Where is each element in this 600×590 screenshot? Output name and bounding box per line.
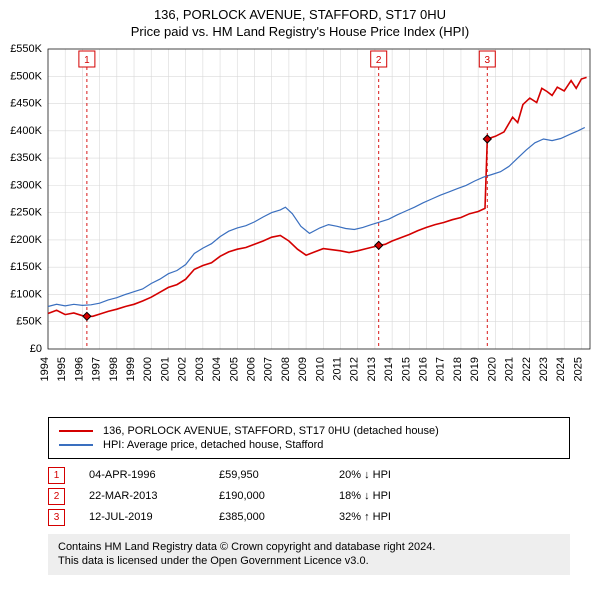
x-tick-label: 2012 bbox=[349, 357, 361, 381]
x-tick-label: 2015 bbox=[400, 357, 412, 381]
x-tick-label: 2001 bbox=[159, 357, 171, 381]
x-tick-label: 2013 bbox=[366, 357, 378, 381]
x-tick-label: 1998 bbox=[108, 357, 120, 381]
x-tick-label: 2009 bbox=[297, 357, 309, 381]
transactions-table: 1 04-APR-1996£59,95020% ↓ HPI 2 22-MAR-2013… bbox=[48, 465, 570, 528]
legend-item: HPI: Average price, detached house, Staf… bbox=[59, 438, 559, 452]
x-tick-label: 2003 bbox=[194, 357, 206, 381]
x-tick-label: 2020 bbox=[486, 357, 498, 381]
x-tick-label: 2008 bbox=[280, 357, 292, 381]
transaction-pct: 18% ↓ HPI bbox=[339, 490, 391, 502]
series-hpi bbox=[48, 127, 585, 306]
x-tick-label: 1999 bbox=[125, 357, 137, 381]
x-tick-label: 2024 bbox=[555, 357, 567, 381]
transaction-date: 12-JUL-2019 bbox=[89, 511, 219, 523]
transaction-pct: 32% ↑ HPI bbox=[339, 511, 391, 523]
legend: 136, PORLOCK AVENUE, STAFFORD, ST17 0HU … bbox=[48, 417, 570, 459]
x-tick-label: 2006 bbox=[245, 357, 257, 381]
flag-number: 1 bbox=[84, 55, 90, 66]
transaction-row: 2 22-MAR-2013£190,00018% ↓ HPI bbox=[48, 486, 570, 507]
transaction-row: 1 04-APR-1996£59,95020% ↓ HPI bbox=[48, 465, 570, 486]
series-property bbox=[48, 77, 587, 316]
footer-line: This data is licensed under the Open Gov… bbox=[58, 554, 560, 569]
x-tick-label: 2007 bbox=[263, 357, 275, 381]
transaction-flag: 3 bbox=[48, 509, 65, 526]
y-tick-label: £450K bbox=[10, 97, 42, 109]
price-chart: £0 £50K £100K £150K £200K £250K £300K £350K £400… bbox=[0, 43, 600, 413]
y-tick-label: £250K bbox=[10, 206, 42, 218]
x-tick-label: 2011 bbox=[332, 357, 344, 381]
x-tick-label: 2025 bbox=[572, 357, 584, 381]
x-tick-label: 2002 bbox=[177, 357, 189, 381]
x-tick-label: 1996 bbox=[73, 357, 85, 381]
legend-swatch bbox=[59, 430, 93, 432]
y-tick-label: £0 bbox=[30, 343, 42, 355]
page-subtitle: Price paid vs. HM Land Registry's House … bbox=[0, 24, 600, 43]
x-tick-label: 2022 bbox=[521, 357, 533, 381]
x-tick-label: 2021 bbox=[504, 357, 516, 381]
transaction-marker bbox=[375, 241, 383, 249]
x-tick-label: 2005 bbox=[228, 357, 240, 381]
y-tick-label: £500K bbox=[10, 70, 42, 82]
x-tick-label: 2014 bbox=[383, 357, 395, 381]
x-tick-label: 2017 bbox=[435, 357, 447, 381]
footer-line: Contains HM Land Registry data © Crown c… bbox=[58, 540, 560, 555]
y-tick-label: £100K bbox=[10, 288, 42, 300]
plot-frame bbox=[48, 49, 590, 349]
transaction-price: £59,950 bbox=[219, 469, 339, 481]
x-tick-label: 2010 bbox=[314, 357, 326, 381]
transaction-date: 04-APR-1996 bbox=[89, 469, 219, 481]
x-tick-label: 2000 bbox=[142, 357, 154, 381]
transaction-price: £385,000 bbox=[219, 511, 339, 523]
x-tick-label: 2016 bbox=[418, 357, 430, 381]
transaction-flag: 1 bbox=[48, 467, 65, 484]
transaction-price: £190,000 bbox=[219, 490, 339, 502]
legend-label: 136, PORLOCK AVENUE, STAFFORD, ST17 0HU … bbox=[103, 425, 439, 437]
page-title: 136, PORLOCK AVENUE, STAFFORD, ST17 0HU bbox=[0, 0, 600, 24]
x-tick-label: 2023 bbox=[538, 357, 550, 381]
x-tick-label: 1995 bbox=[56, 357, 68, 381]
y-tick-label: £50K bbox=[16, 315, 42, 327]
transaction-row: 3 12-JUL-2019£385,00032% ↑ HPI bbox=[48, 507, 570, 528]
transaction-marker bbox=[483, 135, 491, 143]
y-tick-label: £300K bbox=[10, 179, 42, 191]
x-tick-label: 1994 bbox=[39, 357, 51, 381]
y-tick-label: £200K bbox=[10, 233, 42, 245]
transaction-pct: 20% ↓ HPI bbox=[339, 469, 391, 481]
footer-licence: Contains HM Land Registry data © Crown c… bbox=[48, 534, 570, 576]
legend-swatch bbox=[59, 444, 93, 446]
transaction-flag: 2 bbox=[48, 488, 65, 505]
flag-number: 2 bbox=[376, 55, 382, 66]
y-tick-label: £150K bbox=[10, 261, 42, 273]
x-tick-label: 2018 bbox=[452, 357, 464, 381]
transaction-date: 22-MAR-2013 bbox=[89, 490, 219, 502]
y-tick-label: £350K bbox=[10, 152, 42, 164]
transaction-marker bbox=[83, 312, 91, 320]
legend-label: HPI: Average price, detached house, Staf… bbox=[103, 439, 323, 451]
x-tick-label: 2019 bbox=[469, 357, 481, 381]
y-tick-label: £400K bbox=[10, 124, 42, 136]
y-tick-label: £550K bbox=[10, 43, 42, 55]
legend-item: 136, PORLOCK AVENUE, STAFFORD, ST17 0HU … bbox=[59, 424, 559, 438]
x-tick-label: 2004 bbox=[211, 357, 223, 381]
x-tick-label: 1997 bbox=[91, 357, 103, 381]
flag-number: 3 bbox=[484, 55, 490, 66]
